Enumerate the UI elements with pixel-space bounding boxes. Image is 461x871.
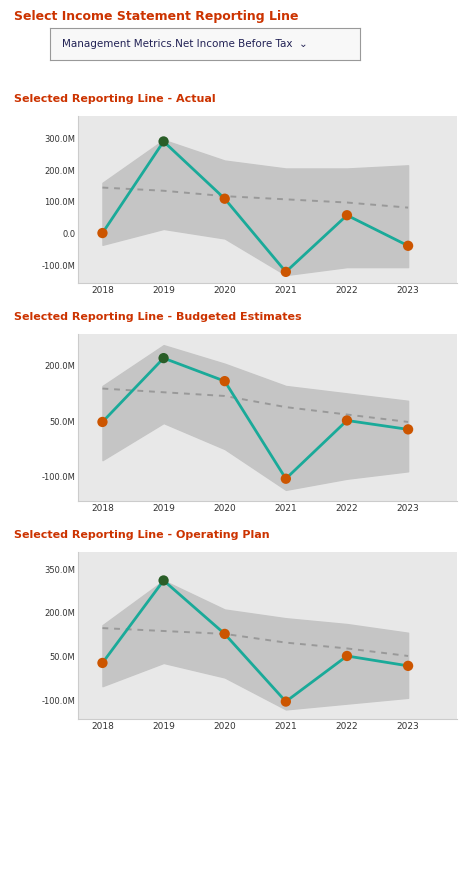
Point [282, 472, 290, 486]
Point [282, 694, 290, 708]
Text: Selected Reporting Line - Operating Plan: Selected Reporting Line - Operating Plan [14, 530, 270, 540]
Point [404, 239, 412, 253]
Point [343, 208, 351, 222]
Text: US Entity: US Entity [87, 124, 138, 133]
Point [160, 134, 167, 148]
Text: ALL PRODUCT: ALL PRODUCT [87, 391, 163, 402]
Point [282, 265, 290, 279]
Text: Selected Reporting Line - Budgeted Estimates: Selected Reporting Line - Budgeted Estim… [14, 313, 301, 322]
Text: ALL ORG UNIT: ALL ORG UNIT [87, 148, 164, 159]
Text: ALL ORG UNIT: ALL ORG UNIT [87, 584, 164, 595]
Point [160, 573, 167, 587]
Text: ALL PRODUCT: ALL PRODUCT [87, 173, 163, 184]
Point [221, 375, 228, 388]
Text: US Entity: US Entity [87, 559, 138, 570]
Point [99, 226, 106, 240]
Point [99, 415, 106, 429]
Point [404, 422, 412, 436]
Point [221, 627, 228, 641]
Text: US Entity: US Entity [87, 341, 138, 352]
Text: Management Metrics.Net Income Before Tax  ⌄: Management Metrics.Net Income Before Tax… [62, 39, 308, 49]
Point [221, 192, 228, 206]
Point [404, 658, 412, 672]
Text: Selected Reporting Line - Actual: Selected Reporting Line - Actual [14, 94, 215, 105]
Text: ALL ORG UNIT: ALL ORG UNIT [87, 367, 164, 376]
Text: ALL PRODUCT: ALL PRODUCT [87, 610, 163, 619]
Point [160, 351, 167, 365]
Point [343, 649, 351, 663]
Point [99, 656, 106, 670]
Text: Select Income Statement Reporting Line: Select Income Statement Reporting Line [14, 10, 298, 23]
Point [343, 414, 351, 428]
